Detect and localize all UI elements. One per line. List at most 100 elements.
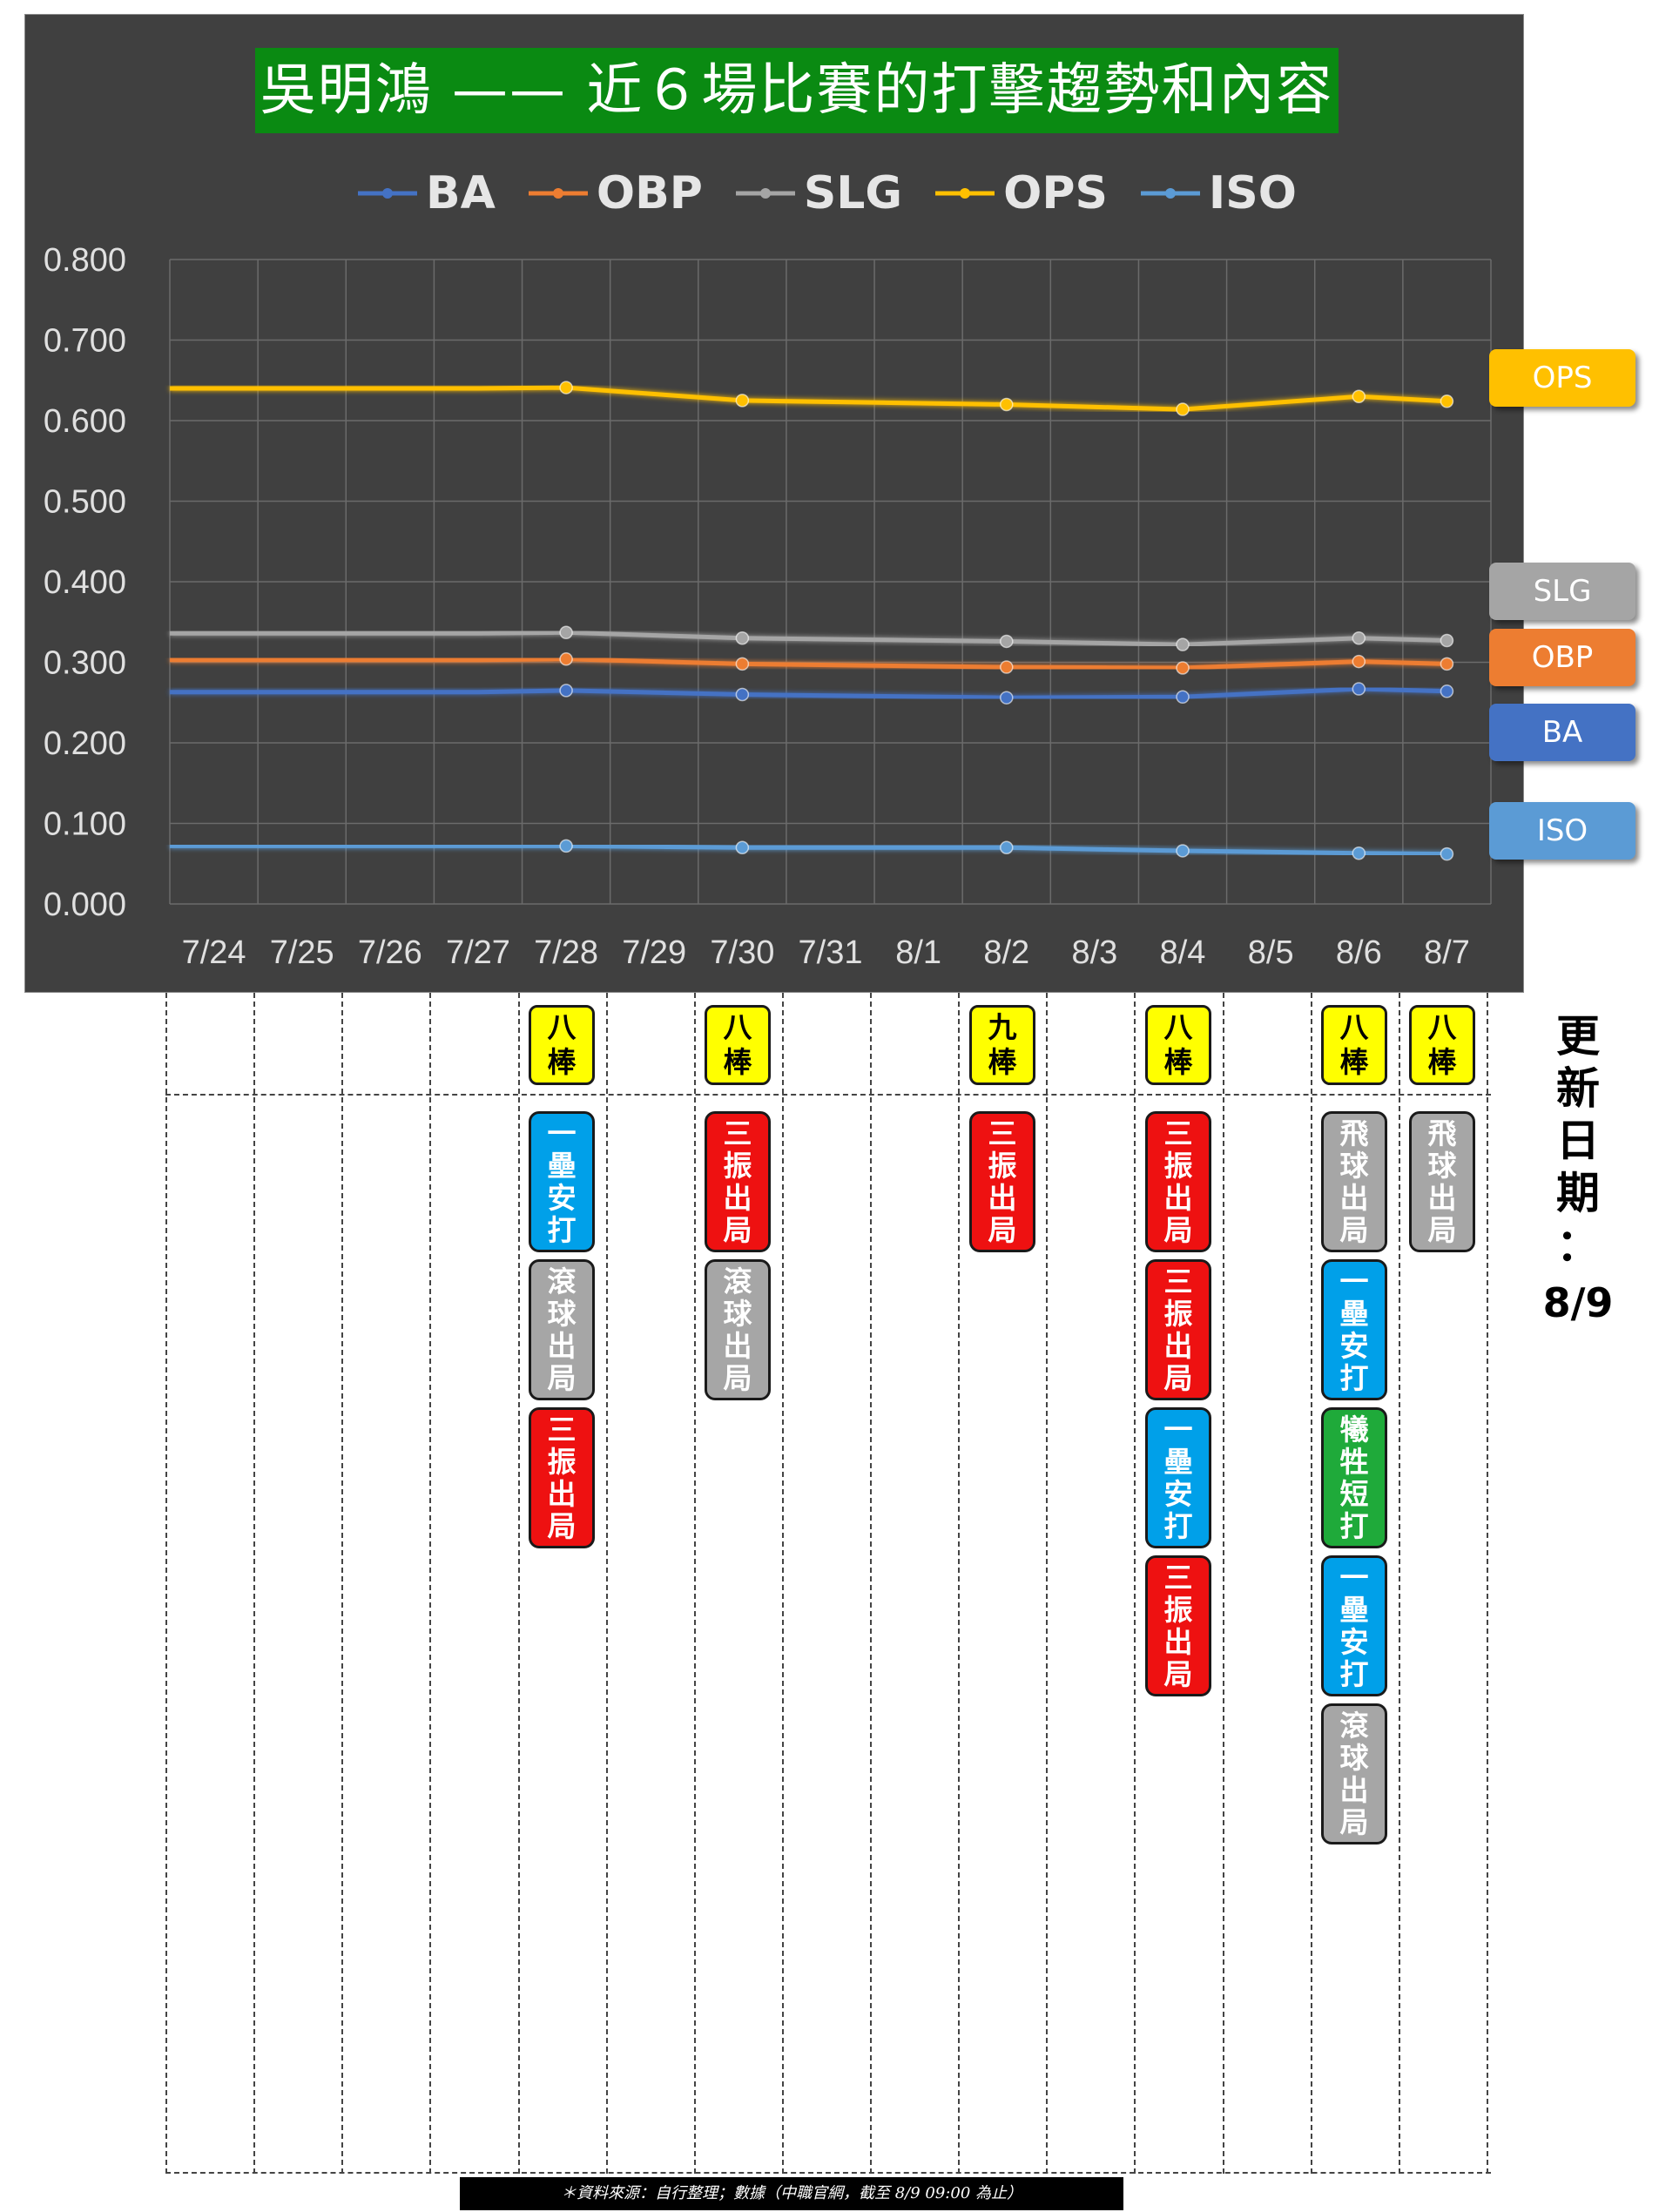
update-date-note: 更 新 日 期 ： 8/9 bbox=[1534, 1010, 1622, 1329]
plate-appearance-chip: 一 壘 安 打 bbox=[1321, 1555, 1387, 1696]
y-tick-label: 0.400 bbox=[44, 564, 126, 601]
plate-appearance-chip: 犧 牲 短 打 bbox=[1321, 1407, 1387, 1548]
x-tick-label: 8/7 bbox=[1424, 934, 1470, 971]
x-tick-label: 8/1 bbox=[895, 934, 941, 971]
legend-item-slg: SLG bbox=[734, 167, 902, 219]
column-divider bbox=[958, 993, 960, 2174]
data-point-iso bbox=[1352, 846, 1366, 860]
column-divider bbox=[606, 993, 608, 2174]
y-tick-label: 0.700 bbox=[44, 323, 126, 360]
batting-order-badge: 八 棒 bbox=[1145, 1005, 1211, 1085]
column-divider bbox=[1311, 993, 1312, 2174]
batting-order-badge: 九 棒 bbox=[969, 1005, 1035, 1085]
legend-label: ISO bbox=[1208, 167, 1297, 219]
x-tick-label: 8/2 bbox=[983, 934, 1029, 971]
row-divider bbox=[165, 1094, 1491, 1096]
series-line-ba bbox=[170, 686, 1447, 700]
plate-appearance-chip: 三 振 出 局 bbox=[1145, 1259, 1211, 1400]
y-tick-label: 0.500 bbox=[44, 484, 126, 521]
data-point-ba bbox=[735, 687, 750, 702]
data-point-iso bbox=[1000, 840, 1014, 854]
data-point-ba bbox=[559, 684, 573, 698]
data-point-iso bbox=[559, 839, 573, 853]
x-tick-label: 8/6 bbox=[1336, 934, 1382, 971]
column-divider bbox=[253, 993, 255, 2174]
x-tick-label: 7/31 bbox=[799, 934, 863, 971]
legend-item-obp: OBP bbox=[527, 167, 703, 219]
legend-item-iso: ISO bbox=[1139, 167, 1297, 219]
plate-appearance-chip: 飛 球 出 局 bbox=[1321, 1111, 1387, 1252]
data-point-ops bbox=[1176, 402, 1190, 416]
plate-appearance-chip: 滾 球 出 局 bbox=[1321, 1703, 1387, 1844]
end-tag-ba: BA bbox=[1489, 704, 1635, 761]
line-chart-plot: 0.000 0.100 0.200 0.300 0.400 0.500 0.600 0.700… bbox=[44, 242, 1492, 971]
data-point-obp bbox=[559, 652, 573, 666]
data-point-ba bbox=[1000, 691, 1014, 705]
column-divider bbox=[1134, 993, 1136, 2174]
legend-swatch-ba bbox=[358, 188, 417, 199]
data-point-slg bbox=[1352, 631, 1366, 645]
batting-order-badge: 八 棒 bbox=[1409, 1005, 1475, 1085]
y-tick-label: 0.100 bbox=[44, 806, 126, 843]
plate-appearance-chip: 滾 球 出 局 bbox=[529, 1259, 595, 1400]
chart-title: 吳明鴻 —— 近６場比賽的打擊趨勢和內容 bbox=[255, 48, 1339, 133]
legend-label: OBP bbox=[596, 167, 703, 219]
plate-appearance-chip: 三 振 出 局 bbox=[969, 1111, 1035, 1252]
end-tag-ops: OPS bbox=[1489, 349, 1635, 407]
batting-order-badge: 八 棒 bbox=[705, 1005, 771, 1085]
bottom-divider bbox=[165, 2172, 1491, 2174]
column-divider bbox=[429, 993, 431, 2174]
end-tag-obp: OBP bbox=[1489, 629, 1635, 686]
data-point-ops bbox=[559, 381, 573, 395]
legend-label: BA bbox=[426, 167, 496, 219]
plate-appearance-chip: 一 壘 安 打 bbox=[1321, 1259, 1387, 1400]
legend-swatch-obp bbox=[528, 188, 588, 199]
data-point-ba bbox=[1440, 685, 1454, 698]
y-tick-label: 0.800 bbox=[44, 242, 126, 279]
x-tick-label: 7/30 bbox=[710, 934, 774, 971]
series-line-iso bbox=[170, 843, 1447, 857]
column-divider bbox=[1223, 993, 1224, 2174]
legend-swatch-marker bbox=[960, 188, 971, 199]
end-tag-iso: ISO bbox=[1489, 802, 1635, 860]
x-tick-label: 8/3 bbox=[1071, 934, 1117, 971]
legend-swatch-marker bbox=[382, 188, 393, 199]
plate-appearance-chip: 滾 球 出 局 bbox=[705, 1259, 771, 1400]
plate-appearance-chip: 一 壘 安 打 bbox=[529, 1111, 595, 1252]
data-point-ops bbox=[1352, 389, 1366, 403]
column-divider bbox=[1487, 993, 1488, 2174]
y-tick-label: 0.600 bbox=[44, 403, 126, 440]
legend-swatch-ops bbox=[935, 188, 995, 199]
legend-swatch-marker bbox=[1164, 188, 1176, 199]
end-tag-slg: SLG bbox=[1489, 563, 1635, 620]
data-point-obp bbox=[1352, 654, 1366, 669]
data-point-slg bbox=[559, 625, 573, 640]
legend-swatch-iso bbox=[1140, 188, 1200, 199]
batting-order-badge: 八 棒 bbox=[529, 1005, 595, 1085]
y-tick-label: 0.200 bbox=[44, 725, 126, 762]
plate-appearance-chip: 三 振 出 局 bbox=[1145, 1111, 1211, 1252]
update-date-label: 更 新 日 期 ： bbox=[1556, 1011, 1600, 1271]
column-divider bbox=[870, 993, 872, 2174]
plate-appearance-chip: 一 壘 安 打 bbox=[1145, 1407, 1211, 1548]
game-log-area: 八 棒一 壘 安 打滾 球 出 局三 振 出 局八 棒三 振 出 局滾 球 出 … bbox=[165, 993, 1491, 2174]
x-tick-label: 7/24 bbox=[182, 934, 246, 971]
column-divider bbox=[165, 993, 167, 2174]
data-point-iso bbox=[735, 840, 750, 854]
legend-item-ba: BA bbox=[356, 167, 496, 219]
x-tick-label: 7/25 bbox=[270, 934, 334, 971]
source-note: ＊資料來源：自行整理；數據（中職官網，截至 8/9 09:00 為止） bbox=[460, 2177, 1123, 2210]
column-divider bbox=[694, 993, 696, 2174]
plate-appearance-chip: 三 振 出 局 bbox=[705, 1111, 771, 1252]
chart-panel: 吳明鴻 —— 近６場比賽的打擊趨勢和內容 BA OBP SLG OPS ISO bbox=[24, 14, 1524, 993]
data-point-obp bbox=[1176, 661, 1190, 675]
legend-swatch-marker bbox=[759, 188, 771, 199]
data-point-slg bbox=[735, 631, 750, 645]
series-line-slg bbox=[170, 630, 1447, 647]
data-point-obp bbox=[1000, 660, 1014, 674]
plate-appearance-chip: 飛 球 出 局 bbox=[1409, 1111, 1475, 1252]
x-tick-label: 7/27 bbox=[446, 934, 510, 971]
data-point-ops bbox=[735, 394, 750, 408]
column-divider bbox=[341, 993, 343, 2174]
data-point-ops bbox=[1000, 397, 1014, 412]
